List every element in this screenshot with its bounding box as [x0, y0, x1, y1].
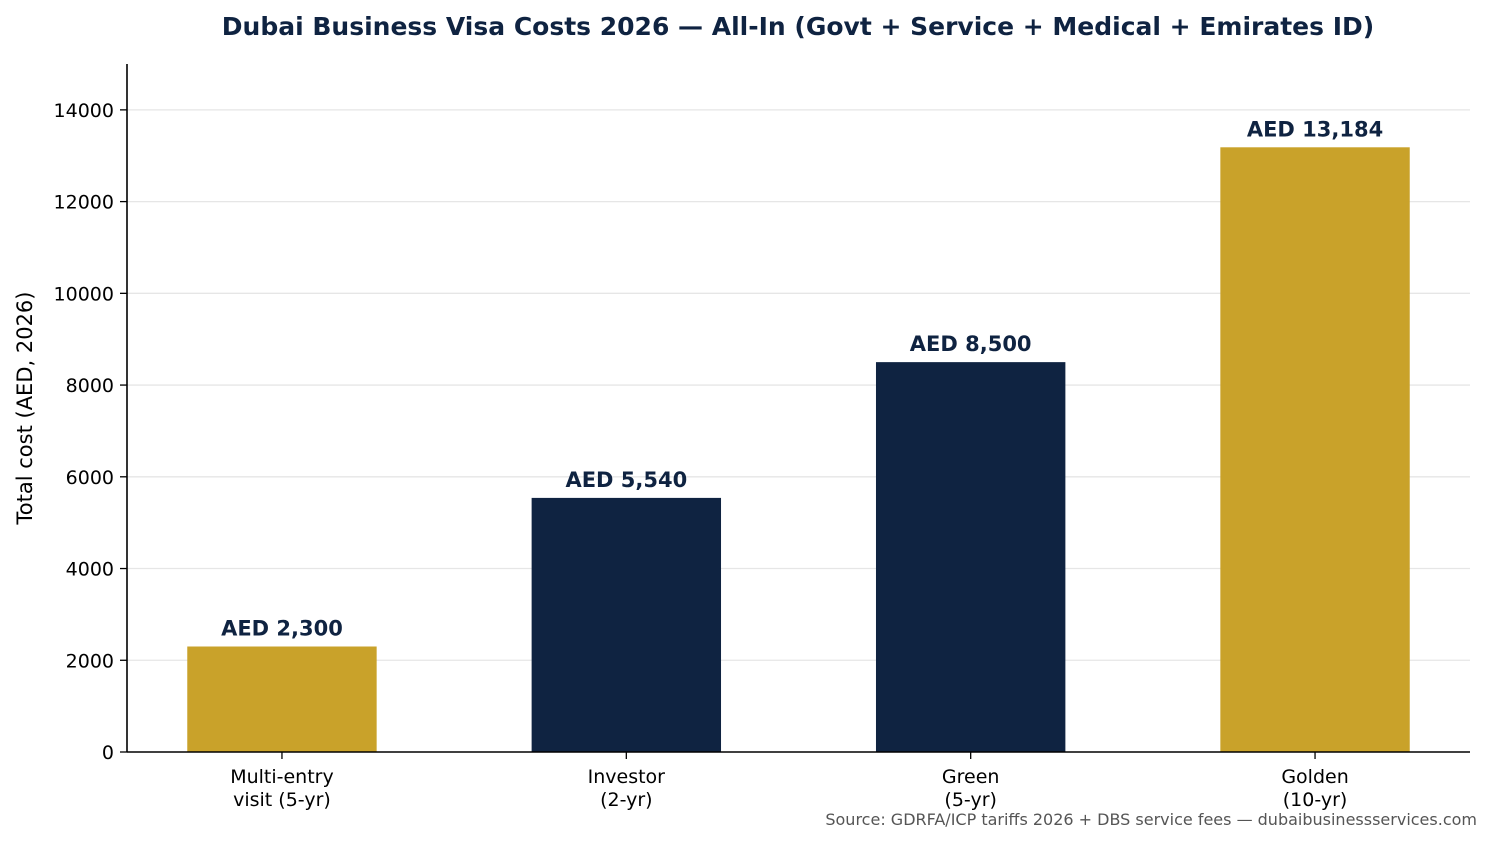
x-tick-label: Golden (10-yr)	[1281, 766, 1348, 811]
chart-title: Dubai Business Visa Costs 2026 — All-In …	[222, 12, 1374, 41]
x-tick-label: Multi-entry visit (5-yr)	[230, 766, 334, 811]
bar	[1220, 147, 1410, 752]
data-label: AED 2,300	[221, 617, 343, 641]
y-tick-label: 14000	[54, 100, 114, 122]
source-note: Source: GDRFA/ICP tariffs 2026 + DBS ser…	[825, 810, 1477, 829]
bar	[531, 497, 722, 752]
y-tick-label: 2000	[66, 650, 114, 672]
y-tick-label: 8000	[66, 375, 114, 397]
gridlines	[127, 109, 1470, 661]
data-label: AED 5,540	[565, 468, 687, 492]
data-labels: AED 2,300 AED 5,540 AED 8,500 AED 13,184	[221, 117, 1383, 640]
data-label: AED 8,500	[910, 332, 1032, 356]
data-label: AED 13,184	[1247, 117, 1383, 141]
y-tick-label: 12000	[54, 192, 114, 214]
y-tick-label: 0	[102, 742, 114, 764]
bars	[187, 147, 1410, 752]
y-tick-label: 6000	[66, 467, 114, 489]
y-ticks: 0 2000 4000 6000 8000 10000 12000 14000	[54, 100, 127, 764]
bar	[875, 362, 1066, 752]
y-axis-label: Total cost (AED, 2026)	[13, 292, 37, 526]
x-ticks: Multi-entry visit (5-yr) Investor (2-yr) Gre…	[230, 752, 1349, 811]
x-tick-label: Green (5-yr)	[942, 766, 1000, 811]
x-tick-label: Investor (2-yr)	[588, 766, 666, 811]
y-tick-label: 10000	[54, 283, 114, 305]
axes	[126, 64, 1470, 753]
y-tick-label: 4000	[66, 559, 114, 581]
bar	[187, 646, 377, 752]
